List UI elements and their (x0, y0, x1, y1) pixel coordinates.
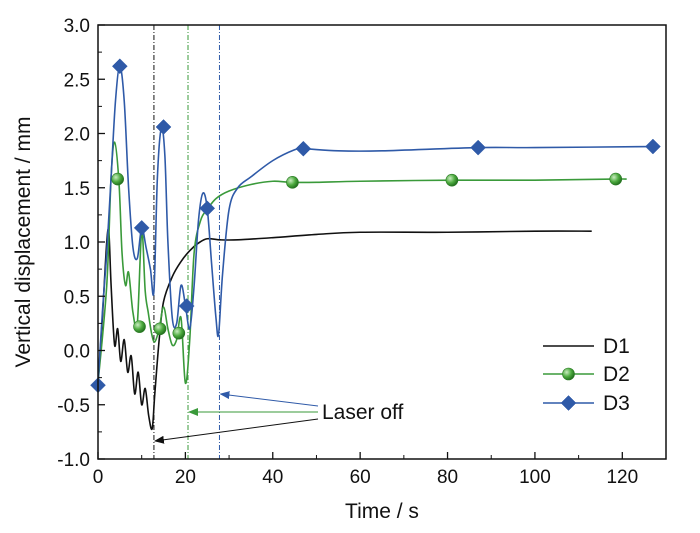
x-tick-label: 0 (93, 467, 104, 488)
y-tick-label: 2.0 (64, 125, 90, 146)
x-tick-label: 60 (350, 467, 371, 488)
data-point-d3 (155, 119, 172, 135)
y-tick-label: 2.5 (64, 70, 90, 91)
y-tick-label: 3.0 (64, 16, 90, 37)
plot-frame (97, 24, 667, 460)
legend: D1 D2 D3 (543, 335, 630, 415)
series-line-d1 (98, 228, 592, 431)
data-point-d2 (133, 320, 146, 333)
laser-off-lines (153, 25, 220, 459)
data-point-d2 (153, 322, 167, 336)
data-point-d2 (286, 176, 299, 189)
legend-label-d2: D2 (603, 363, 630, 386)
x-tick-label: 20 (175, 467, 196, 488)
y-tick-label: -1.0 (57, 450, 90, 471)
y-tick-label: 1.5 (64, 179, 90, 200)
x-tick-label: 80 (437, 467, 458, 488)
x-tick-label: 100 (519, 467, 551, 488)
laser-off-label: Laser off (322, 401, 403, 424)
data-point-d2 (111, 172, 124, 186)
legend-marker-d3 (560, 395, 577, 411)
data-point-d2 (609, 172, 623, 186)
axis-ticks: 0 20 40 60 80 100 120 -1.0 -0.5 0.0 0.5 1.0 1.5 2.0 2.… (57, 16, 638, 488)
x-tick-label: 120 (606, 467, 638, 488)
laser-off-arrow-d3 (219, 391, 319, 407)
x-tick-label: 40 (262, 467, 283, 488)
series-line-d3 (98, 65, 653, 386)
series-line-d2 (98, 141, 627, 384)
laser-off-arrow-d1 (153, 418, 319, 444)
data-point-d2 (445, 173, 459, 187)
data-point-d3 (645, 138, 661, 155)
data-point-d3 (470, 139, 486, 156)
legend-marker-d2 (562, 367, 575, 381)
y-tick-label: 0.0 (64, 342, 90, 363)
y-tick-label: 1.0 (64, 233, 90, 254)
data-point-d3 (111, 58, 128, 75)
series-markers (90, 58, 661, 394)
y-tick-label: -0.5 (57, 396, 90, 417)
y-axis-title: Vertical displacement / mm (12, 117, 35, 368)
data-point-d3 (199, 200, 216, 217)
x-axis-title: Time / s (345, 500, 419, 523)
y-tick-label: 0.5 (64, 287, 90, 308)
data-point-d2 (172, 326, 186, 340)
data-point-d3 (133, 220, 150, 236)
legend-label-d1: D1 (603, 335, 630, 358)
laser-off-annotation: Laser off (153, 391, 403, 444)
data-point-d3 (295, 140, 312, 157)
legend-label-d3: D3 (603, 392, 630, 415)
data-point-d3 (178, 298, 195, 314)
